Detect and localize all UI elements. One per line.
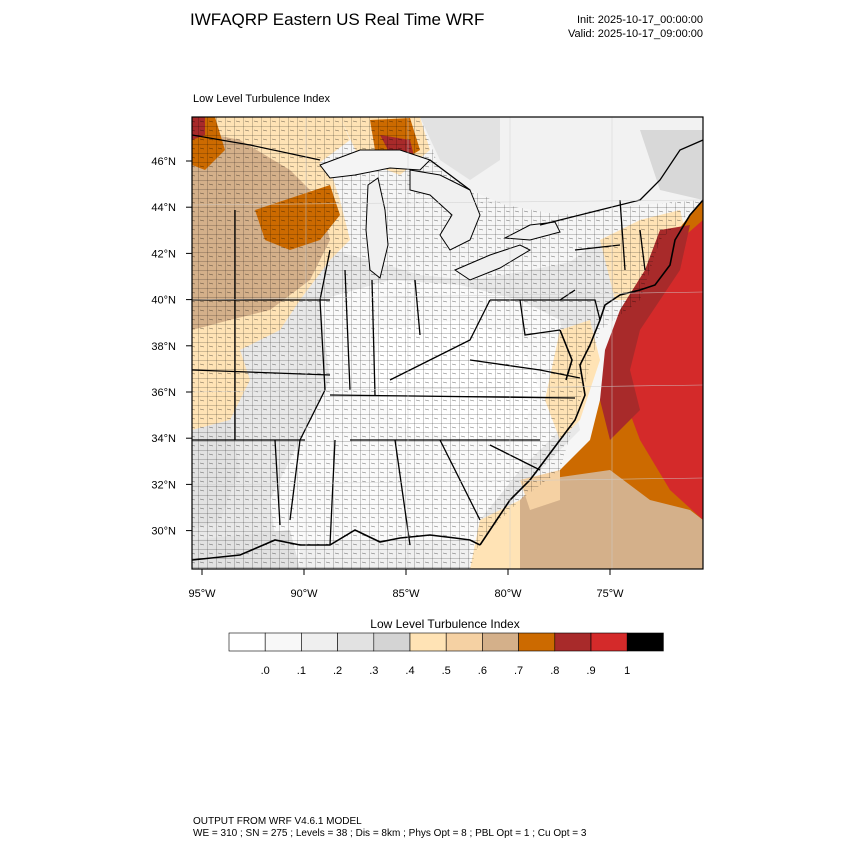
lat-tick-label: 34°N [151,433,176,445]
colorbar-swatch [228,632,266,652]
colorbar [228,632,664,652]
map-subtitle: Low Level Turbulence Index [193,93,330,105]
model-info-footer: OUTPUT FROM WRF V4.6.1 MODEL WE = 310 ; … [193,816,586,840]
footer-line-2: WE = 310 ; SN = 275 ; Levels = 38 ; Dis … [193,828,587,839]
colorbar-swatch [264,632,302,652]
lat-tick-label: 46°N [151,156,176,168]
colorbar-tick-label: .2 [333,665,342,677]
lon-tick-label: 75°W [596,588,624,600]
init-time: Init: 2025-10-17_00:00:00 [577,14,703,26]
colorbar-tick-label: .6 [478,665,487,677]
page-title: IWFAQRP Eastern US Real Time WRF [190,10,485,29]
colorbar-title: Low Level Turbulence Index [370,617,520,631]
colorbar-tick-label: 1 [624,665,630,677]
colorbar-swatch [482,632,519,652]
colorbar-swatch [518,632,556,652]
colorbar-tick-label: .5 [442,665,451,677]
colorbar-ticks: .0 .1 .2 .3 .4 .5 .6 .7 .8 .9 1 [261,665,631,677]
footer-line-1: OUTPUT FROM WRF V4.6.1 MODEL [193,816,362,827]
colorbar-swatch [337,632,375,652]
lon-tick-label: 90°W [290,588,318,600]
lat-tick-label: 40°N [151,295,176,307]
lat-tick-label: 30°N [151,526,176,538]
colorbar-swatch [301,632,338,652]
lat-tick-label: 42°N [151,248,176,260]
colorbar-tick-label: .3 [369,665,378,677]
colorbar-swatch [409,632,447,652]
colorbar-swatch [554,632,592,652]
map-frame [191,116,704,570]
lon-tick-label: 85°W [392,588,420,600]
colorbar-tick-label: .1 [297,665,306,677]
time-info: Init: 2025-10-17_00:00:00 Valid: 2025-10… [568,13,703,41]
valid-time: Valid: 2025-10-17_09:00:00 [568,28,703,40]
colorbar-tick-label: .0 [261,665,270,677]
lat-tick-label: 36°N [151,387,176,399]
lon-tick-label: 80°W [494,588,522,600]
map-fill [192,117,703,569]
colorbar-tick-label: .9 [586,665,595,677]
colorbar-swatch [373,632,411,652]
latitude-axis: 46°N 44°N 42°N 40°N 38°N 36°N 34°N 32°N 30°N [151,156,192,538]
colorbar-swatch [590,632,628,652]
lat-tick-label: 38°N [151,341,176,353]
colorbar-swatch [445,632,483,652]
colorbar-swatch [626,632,664,652]
colorbar-tick-label: .4 [405,665,414,677]
lat-tick-label: 44°N [151,202,176,214]
longitude-axis: 95°W 90°W 85°W 80°W 75°W [188,569,624,600]
lon-tick-label: 95°W [188,588,216,600]
colorbar-tick-label: .7 [514,665,523,677]
colorbar-tick-label: .8 [550,665,559,677]
lat-tick-label: 32°N [151,479,176,491]
